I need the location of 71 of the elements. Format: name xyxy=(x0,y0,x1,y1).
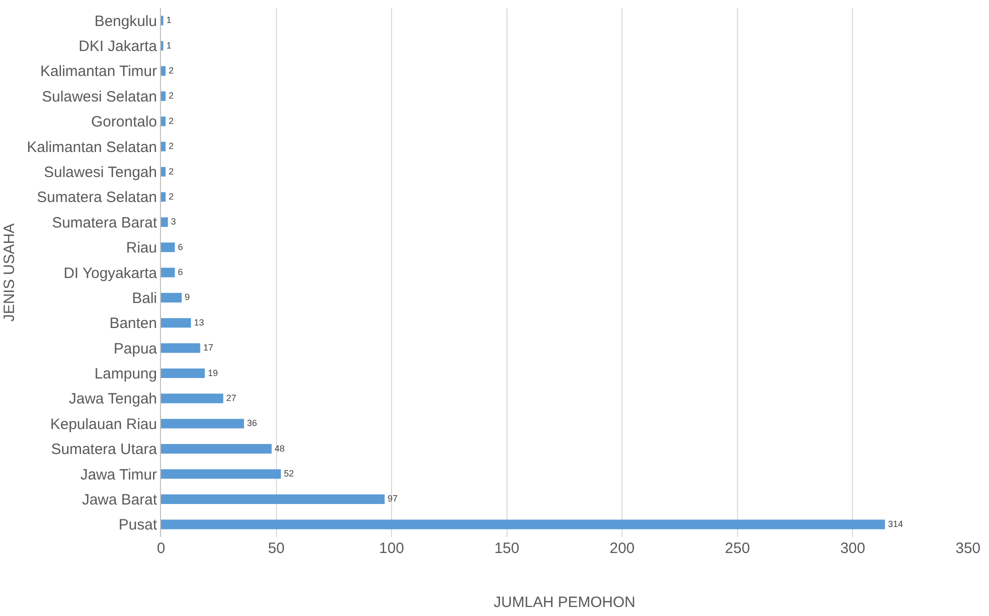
x-tick-label: 0 xyxy=(156,540,166,557)
y-tick-label: Bengkulu xyxy=(94,12,157,30)
y-tick-label: Jawa Tengah xyxy=(68,390,157,408)
data-label: 314 xyxy=(888,518,904,529)
data-label: 2 xyxy=(168,116,174,126)
y-tick-label: Pusat xyxy=(118,516,158,534)
data-label: 1 xyxy=(166,15,172,26)
bar xyxy=(161,494,385,504)
y-tick-label: Kalimantan Timur xyxy=(40,63,157,80)
data-label: 97 xyxy=(388,494,398,504)
x-tick-label: 350 xyxy=(955,540,981,557)
x-tick-label: 300 xyxy=(840,540,866,557)
bar xyxy=(161,166,166,177)
bar xyxy=(161,91,166,101)
data-label: 13 xyxy=(194,317,204,328)
y-axis-title: JENIS USAHA xyxy=(1,223,18,322)
bar xyxy=(161,394,224,404)
y-tick-label: DI Yogyakarta xyxy=(64,264,158,282)
bar xyxy=(161,469,281,479)
data-label: 19 xyxy=(208,368,218,378)
y-tick-label: Lampung xyxy=(94,366,157,383)
data-label: 6 xyxy=(178,242,183,252)
data-label: 9 xyxy=(184,292,190,302)
data-label: 3 xyxy=(170,216,176,227)
x-tick-label: 250 xyxy=(724,540,750,557)
bar xyxy=(161,217,168,227)
bar xyxy=(161,142,166,152)
data-label: 27 xyxy=(226,392,236,403)
y-tick-label: DKI Jakarta xyxy=(78,38,158,56)
y-tick-label: Papua xyxy=(114,340,158,358)
bar xyxy=(161,318,191,328)
y-tick-label: Sumatera Utara xyxy=(51,441,158,458)
data-label: 17 xyxy=(203,342,214,353)
x-tick-label: 200 xyxy=(610,540,635,557)
bar xyxy=(161,192,166,202)
bar xyxy=(161,66,166,76)
y-tick-label: Jawa Barat xyxy=(82,491,158,508)
x-tick-label: 150 xyxy=(494,540,520,557)
bar xyxy=(161,418,244,428)
data-label: 1 xyxy=(166,40,172,50)
bar xyxy=(161,520,885,530)
y-tick-label: Sumatera Barat xyxy=(52,214,158,232)
data-label: 52 xyxy=(284,468,294,479)
y-tick-label: Gorontalo xyxy=(91,114,157,131)
data-label: 2 xyxy=(168,141,174,152)
y-tick-label: Sulawesi Tengah xyxy=(44,164,157,181)
y-tick-label: Jawa Timur xyxy=(80,466,157,484)
x-tick-label: 50 xyxy=(268,540,285,557)
y-tick-label: Banten xyxy=(109,315,157,332)
data-label: 2 xyxy=(168,166,174,176)
y-tick-label: Riau xyxy=(126,240,157,257)
bar xyxy=(161,343,200,353)
data-label: 2 xyxy=(168,66,174,76)
y-tick-label: Bali xyxy=(132,290,157,307)
x-axis-title: JUMLAH PEMOHON xyxy=(494,594,636,611)
data-label: 6 xyxy=(178,267,183,278)
data-label: 2 xyxy=(168,191,174,202)
bar xyxy=(161,116,166,126)
y-tick-label: Kepulauan Riau xyxy=(50,416,157,433)
data-label: 36 xyxy=(247,418,258,428)
data-label: 48 xyxy=(274,443,285,454)
x-tick-label: 100 xyxy=(379,540,404,557)
bar xyxy=(161,242,175,252)
y-tick-label: Sumatera Selatan xyxy=(36,189,157,206)
y-tick-label: Sulawesi Selatan xyxy=(42,88,157,106)
y-tick-label: Kalimantan Selatan xyxy=(26,138,157,156)
bar xyxy=(161,268,175,278)
data-label: 2 xyxy=(168,90,174,101)
bar xyxy=(161,292,182,302)
bar xyxy=(161,444,272,454)
bar xyxy=(161,368,205,378)
